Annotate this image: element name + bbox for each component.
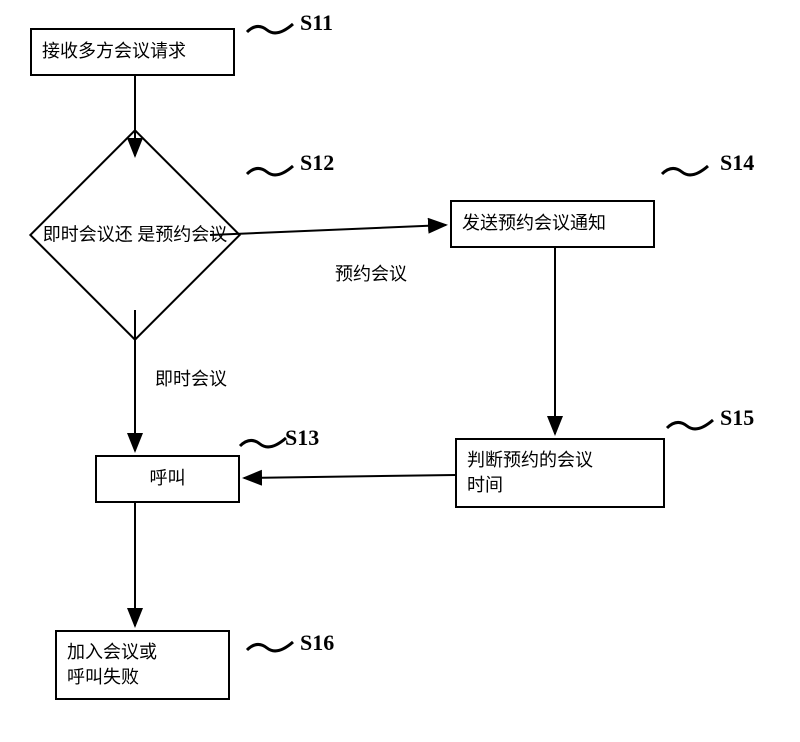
edge-label-scheduled-text: 预约会议 xyxy=(335,264,407,284)
node-s13-text: 呼叫 xyxy=(150,466,186,491)
label-s15-text: S15 xyxy=(720,405,754,430)
label-s14: S14 xyxy=(720,150,754,176)
edge-label-scheduled: 预约会议 xyxy=(335,260,407,286)
node-s14: 发送预约会议通知 xyxy=(450,200,655,248)
node-s16-text: 加入会议或 呼叫失败 xyxy=(67,640,157,690)
flowchart-canvas: 接收多方会议请求 即时会议还 是预约会议 呼叫 发送预约会议通知 判断预约的会议… xyxy=(0,0,800,742)
label-s12-text: S12 xyxy=(300,150,334,175)
node-s13: 呼叫 xyxy=(95,455,240,503)
node-s14-text: 发送预约会议通知 xyxy=(462,211,606,236)
node-s12: 即时会议还 是预约会议 xyxy=(60,160,210,310)
node-s12-text-inner: 即时会议还 是预约会议 xyxy=(43,225,228,245)
edge-s12-s14 xyxy=(210,225,446,235)
squiggle-icon xyxy=(245,160,295,180)
squiggle-icon xyxy=(665,414,715,434)
edge-label-instant: 即时会议 xyxy=(155,365,227,391)
node-s12-text: 即时会议还 是预约会议 xyxy=(43,222,228,249)
squiggle-icon xyxy=(660,160,710,180)
label-s12: S12 xyxy=(300,150,334,176)
label-s11: S11 xyxy=(300,10,333,36)
node-s11: 接收多方会议请求 xyxy=(30,28,235,76)
squiggle-icon xyxy=(245,636,295,656)
label-s13: S13 xyxy=(285,425,319,451)
label-s16: S16 xyxy=(300,630,334,656)
node-s16: 加入会议或 呼叫失败 xyxy=(55,630,230,700)
node-s15-text: 判断预约的会议 时间 xyxy=(467,448,593,498)
label-s13-text: S13 xyxy=(285,425,319,450)
label-s11-text: S11 xyxy=(300,10,333,35)
edge-s15-s13 xyxy=(244,475,455,478)
squiggle-icon xyxy=(245,18,295,38)
edge-label-instant-text: 即时会议 xyxy=(155,369,227,389)
node-s15: 判断预约的会议 时间 xyxy=(455,438,665,508)
label-s14-text: S14 xyxy=(720,150,754,175)
node-s11-text: 接收多方会议请求 xyxy=(42,39,186,64)
label-s15: S15 xyxy=(720,405,754,431)
label-s16-text: S16 xyxy=(300,630,334,655)
squiggle-icon xyxy=(238,432,288,452)
